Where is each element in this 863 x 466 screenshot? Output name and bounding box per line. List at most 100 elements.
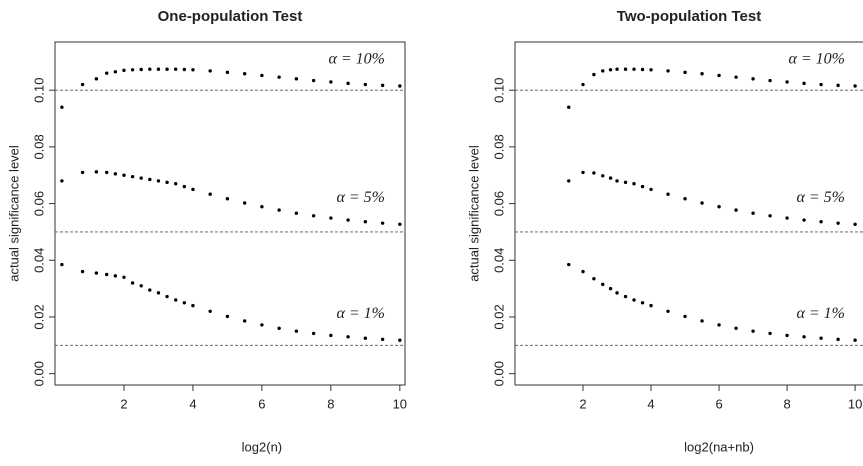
data-point bbox=[242, 72, 247, 76]
data-point bbox=[208, 192, 212, 196]
data-point bbox=[130, 281, 135, 285]
data-point bbox=[581, 170, 585, 175]
data-point bbox=[122, 68, 126, 73]
data-point bbox=[592, 171, 596, 175]
series-label: α = 1% bbox=[796, 305, 845, 322]
data-point bbox=[640, 301, 645, 305]
data-point bbox=[139, 284, 143, 288]
data-point bbox=[156, 67, 161, 71]
data-point bbox=[94, 77, 99, 81]
data-point bbox=[105, 170, 109, 175]
data-point bbox=[785, 333, 789, 338]
data-point bbox=[225, 70, 230, 75]
x-tick-label: 4 bbox=[189, 396, 196, 411]
data-point bbox=[802, 335, 806, 339]
data-point bbox=[80, 82, 85, 87]
x-tick-label: 10 bbox=[393, 396, 407, 411]
x-tick-label: 6 bbox=[258, 396, 265, 411]
data-point bbox=[260, 73, 264, 78]
data-point bbox=[632, 182, 636, 186]
data-point bbox=[853, 222, 857, 226]
x-tick-label: 2 bbox=[579, 396, 586, 411]
plot-frame bbox=[514, 41, 863, 386]
data-point bbox=[623, 180, 628, 185]
data-point bbox=[700, 201, 704, 205]
data-point bbox=[380, 83, 385, 88]
y-tick-label: 0.04 bbox=[31, 248, 46, 273]
data-point bbox=[836, 221, 840, 225]
plot-frame bbox=[54, 41, 406, 386]
series-label: α = 10% bbox=[788, 51, 845, 68]
data-point bbox=[363, 336, 368, 340]
data-point bbox=[615, 67, 619, 71]
data-point bbox=[717, 323, 721, 327]
y-tick-label: 0.00 bbox=[491, 361, 506, 386]
data-point bbox=[363, 220, 368, 224]
data-point bbox=[717, 73, 721, 78]
y-tick-label: 0.08 bbox=[31, 134, 46, 159]
data-point bbox=[311, 214, 316, 218]
data-point bbox=[346, 218, 350, 222]
data-point bbox=[632, 298, 636, 302]
data-point bbox=[122, 173, 126, 177]
data-point bbox=[139, 67, 143, 72]
data-point bbox=[380, 337, 385, 342]
data-point bbox=[608, 68, 613, 72]
data-point bbox=[717, 204, 721, 209]
data-point bbox=[567, 179, 571, 183]
data-point bbox=[608, 176, 613, 180]
y-tick-label: 0.04 bbox=[491, 248, 506, 273]
data-point bbox=[165, 67, 169, 71]
y-tick-label: 0.08 bbox=[491, 134, 506, 159]
x-tick-label: 10 bbox=[848, 396, 862, 411]
data-point bbox=[191, 68, 195, 72]
data-point bbox=[182, 184, 187, 189]
y-tick-label: 0.06 bbox=[31, 191, 46, 216]
data-point bbox=[173, 298, 178, 302]
data-point bbox=[853, 338, 857, 342]
data-point bbox=[734, 75, 738, 79]
y-tick-label: 0.06 bbox=[491, 191, 506, 216]
data-point bbox=[592, 276, 596, 281]
series-label: α = 5% bbox=[796, 189, 845, 206]
y-tick-label: 0.10 bbox=[491, 78, 506, 103]
data-point bbox=[311, 78, 316, 83]
data-point bbox=[398, 84, 402, 88]
data-point bbox=[666, 309, 670, 313]
data-point bbox=[751, 329, 755, 333]
data-point bbox=[768, 214, 772, 218]
x-tick-label: 8 bbox=[327, 396, 334, 411]
data-point bbox=[700, 72, 704, 76]
data-point bbox=[165, 294, 169, 299]
data-point bbox=[148, 67, 152, 71]
data-point bbox=[191, 303, 195, 308]
x-axis-label: log2(n) bbox=[242, 439, 282, 454]
data-point bbox=[277, 326, 281, 331]
data-point bbox=[768, 331, 772, 336]
data-point bbox=[148, 288, 152, 292]
data-point bbox=[94, 271, 99, 275]
data-point bbox=[225, 314, 230, 319]
x-tick-label: 2 bbox=[120, 396, 127, 411]
data-point bbox=[363, 82, 368, 87]
data-point bbox=[640, 184, 645, 189]
chart-title: Two-population Test bbox=[617, 8, 761, 25]
data-point bbox=[277, 208, 281, 212]
data-point bbox=[156, 291, 161, 295]
data-point bbox=[329, 216, 333, 220]
data-point bbox=[608, 286, 613, 291]
data-point bbox=[666, 69, 670, 73]
y-tick-label: 0.02 bbox=[491, 304, 506, 329]
data-point bbox=[60, 262, 64, 267]
data-point bbox=[60, 179, 64, 183]
data-point bbox=[260, 323, 264, 327]
data-point bbox=[751, 77, 755, 81]
data-point bbox=[105, 272, 109, 277]
data-point bbox=[581, 82, 585, 87]
chart-title: One-population Test bbox=[158, 8, 303, 25]
x-tick-label: 6 bbox=[715, 396, 722, 411]
data-point bbox=[700, 319, 704, 323]
data-point bbox=[294, 77, 299, 81]
data-point bbox=[615, 291, 619, 295]
